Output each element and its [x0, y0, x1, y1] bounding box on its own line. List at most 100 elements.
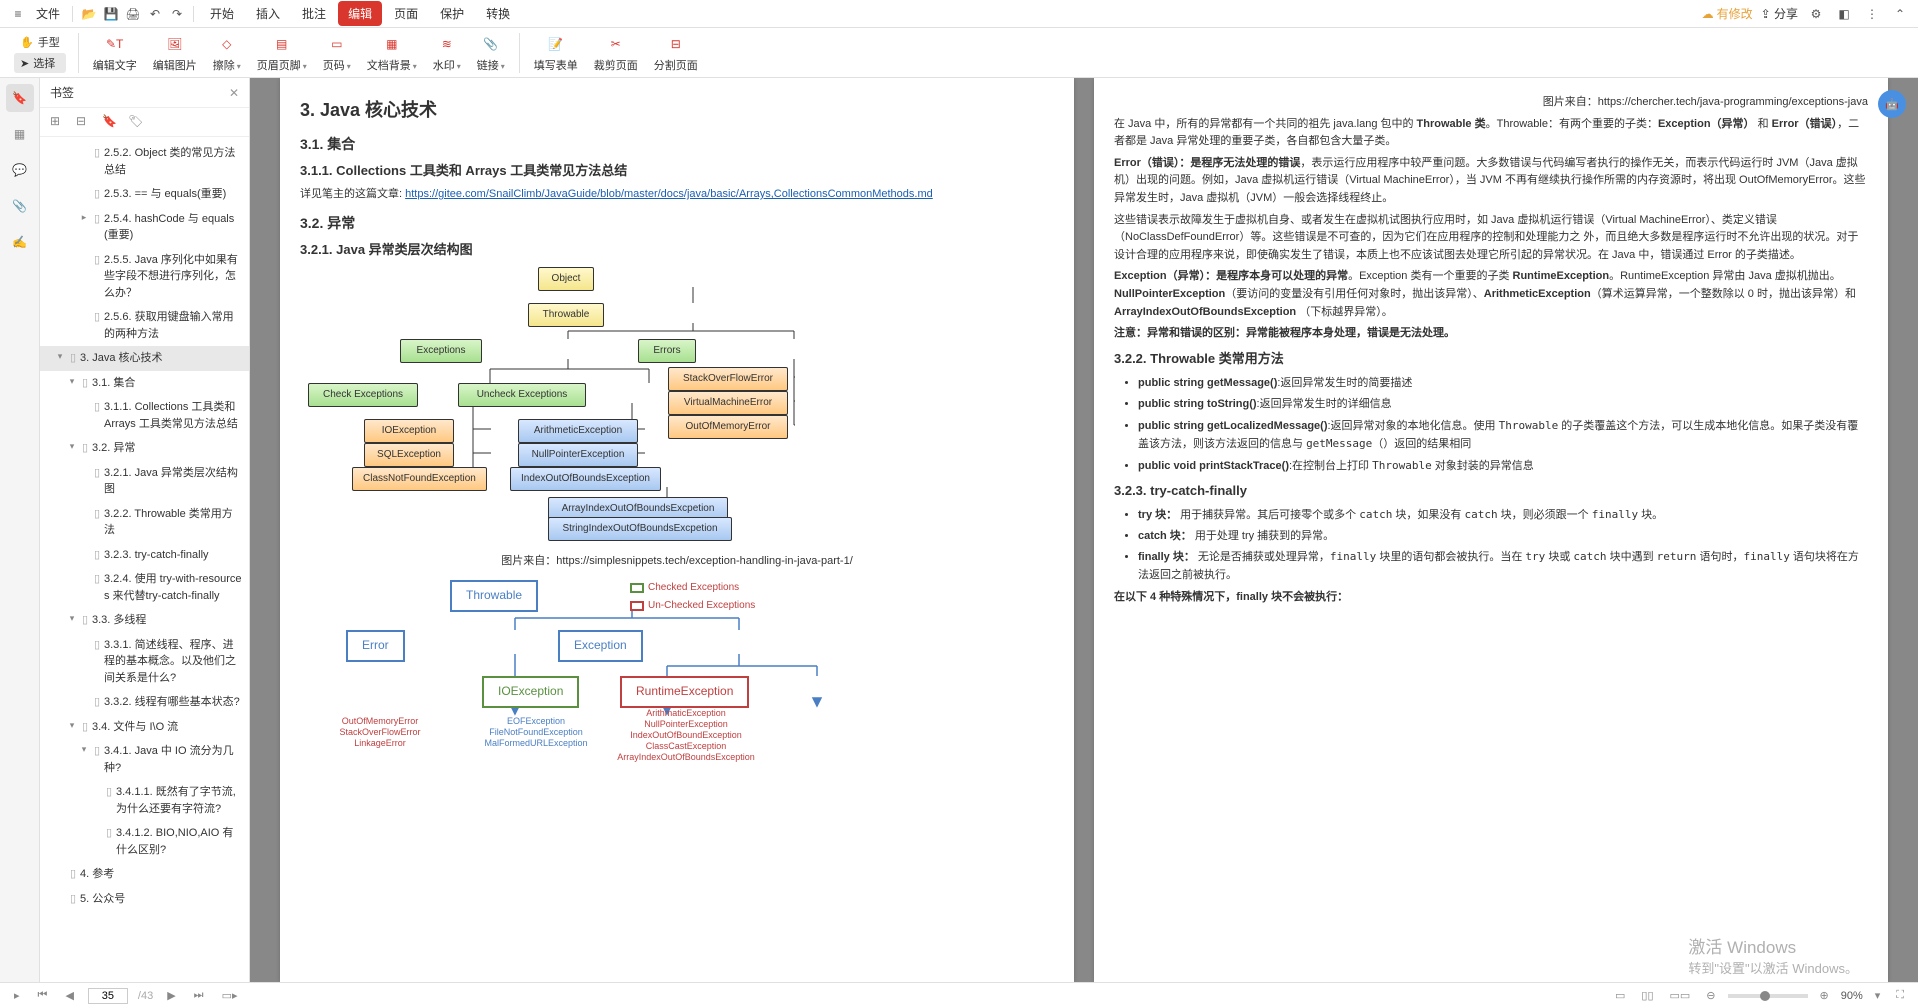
- expand-all-icon[interactable]: ⊞: [50, 114, 66, 130]
- share-button[interactable]: ⇪ 分享: [1761, 5, 1798, 22]
- prev-page-icon[interactable]: ◀: [61, 987, 77, 1004]
- fill-form-button[interactable]: 📝填写表单: [526, 31, 586, 75]
- heading-exception-hierarchy: 3.2.1. Java 异常类层次结构图: [300, 240, 1054, 261]
- tab-page[interactable]: 页面: [384, 1, 428, 26]
- attachment-icon[interactable]: 📎: [6, 192, 34, 220]
- print-icon[interactable]: 🖨: [123, 4, 143, 24]
- tree-item[interactable]: ▯3.4.1.1. 既然有了字节流,为什么还要有字符流?: [40, 780, 249, 821]
- diagram-node: Errors: [638, 339, 696, 363]
- paragraph: 在以下 4 种特殊情况下，finally 块不会被执行：: [1114, 589, 1868, 607]
- zoom-value[interactable]: 90%: [1841, 990, 1863, 1002]
- save-icon[interactable]: 💾: [101, 4, 121, 24]
- tab-annotate[interactable]: 批注: [292, 1, 336, 26]
- tree-item[interactable]: ▯3.2.2. Throwable 类常用方法: [40, 502, 249, 543]
- hand-tool[interactable]: ✋ 手型: [14, 32, 66, 52]
- file-menu[interactable]: 文件: [30, 5, 66, 22]
- split-page-button[interactable]: ⊟分割页面: [646, 31, 706, 75]
- tree-item[interactable]: ▾▯3.1. 集合: [40, 371, 249, 396]
- tree-item[interactable]: ▯2.5.5. Java 序列化中如果有些字段不想进行序列化，怎么办？: [40, 248, 249, 306]
- caption-source: 图片来自：https://chercher.tech/java-programm…: [1114, 94, 1868, 112]
- tree-item[interactable]: ▯3.4.1.2. BIO,NIO,AIO 有什么区别?: [40, 821, 249, 862]
- redo-icon[interactable]: ↷: [167, 4, 187, 24]
- tab-convert[interactable]: 转换: [476, 1, 520, 26]
- zoom-slider[interactable]: [1728, 994, 1808, 998]
- signature-icon[interactable]: ✍: [6, 228, 34, 256]
- sidebar-toggle-icon[interactable]: ▸: [10, 987, 24, 1004]
- collapse-all-icon[interactable]: ⊟: [76, 114, 92, 130]
- close-icon[interactable]: ✕: [229, 86, 239, 100]
- header-footer-button[interactable]: ▤页眉页脚▾: [249, 31, 315, 75]
- layout-icon[interactable]: ▭▸: [218, 987, 242, 1004]
- link-gitee[interactable]: https://gitee.com/SnailClimb/JavaGuide/b…: [405, 188, 933, 200]
- document-area: 3. Java 核心技术 3.1. 集合 3.1.1. Collections …: [250, 78, 1918, 982]
- zoom-in-icon[interactable]: ⊕: [1816, 987, 1833, 1004]
- open-icon[interactable]: 📂: [79, 4, 99, 24]
- tree-item[interactable]: ▯3.3.2. 线程有哪些基本状态?: [40, 690, 249, 715]
- cloud-status[interactable]: ☁ 有修改: [1702, 5, 1753, 22]
- diagram-node: ArithmeticException: [518, 419, 638, 443]
- tree-item[interactable]: ▯3.1.1. Collections 工具类和 Arrays 工具类常见方法总…: [40, 395, 249, 436]
- select-tool[interactable]: ➤ 选择: [14, 53, 66, 73]
- undo-icon[interactable]: ↶: [145, 4, 165, 24]
- tab-start[interactable]: 开始: [200, 1, 244, 26]
- bookmark-list-icon[interactable]: 🏷: [128, 114, 144, 130]
- tree-item[interactable]: ▾▯3.3. 多线程: [40, 608, 249, 633]
- tree-item[interactable]: ▯3.2.1. Java 异常类层次结构图: [40, 461, 249, 502]
- tree-item[interactable]: ▾▯3.4. 文件与 I\O 流: [40, 715, 249, 740]
- paragraph: Error（错误）：是程序无法处理的错误，表示运行应用程序中较严重问题。大多数错…: [1114, 155, 1868, 208]
- crop-page-button[interactable]: ✂裁剪页面: [586, 31, 646, 75]
- tree-item[interactable]: ▯3.2.4. 使用 try-with-resources 来代替try-cat…: [40, 567, 249, 608]
- tab-edit[interactable]: 编辑: [338, 1, 382, 26]
- heading-collections-util: 3.1.1. Collections 工具类和 Arrays 工具类常见方法总结: [300, 161, 1054, 182]
- watermark-button[interactable]: ≋水印▾: [425, 31, 469, 75]
- first-page-icon[interactable]: ⏮: [34, 987, 52, 1004]
- tree-item[interactable]: ▯4. 参考: [40, 862, 249, 887]
- paragraph: 在 Java 中，所有的异常都有一个共同的祖先 java.lang 包中的 Th…: [1114, 116, 1868, 151]
- erase-button[interactable]: ◇擦除▾: [205, 31, 249, 75]
- edit-text-button[interactable]: ✎T编辑文字: [85, 31, 145, 75]
- zoom-out-icon[interactable]: ⊖: [1702, 987, 1719, 1004]
- doc-bg-button[interactable]: ▦文档背景▾: [359, 31, 425, 75]
- more-icon[interactable]: ⋮: [1862, 4, 1882, 24]
- settings-icon[interactable]: ⚙: [1806, 4, 1826, 24]
- two-page-icon[interactable]: ▭▭: [1666, 987, 1695, 1004]
- next-page-icon[interactable]: ▶: [163, 987, 179, 1004]
- continuous-page-icon[interactable]: ▯▯: [1637, 987, 1657, 1004]
- single-page-icon[interactable]: ▭: [1611, 987, 1629, 1004]
- page-number-button[interactable]: ▭页码▾: [315, 31, 359, 75]
- edit-image-button[interactable]: 🖼编辑图片: [145, 31, 205, 75]
- tab-protect[interactable]: 保护: [430, 1, 474, 26]
- diagram-node: StackOverFlowError: [668, 367, 788, 391]
- d2-rt-list: ArithmaticException NullPointerException…: [616, 708, 756, 762]
- link-button[interactable]: 📎链接▾: [469, 31, 513, 75]
- tree-item[interactable]: ▾▯3. Java 核心技术: [40, 346, 249, 371]
- comment-icon[interactable]: 💬: [6, 156, 34, 184]
- tree-item[interactable]: ▾▯3.2. 异常: [40, 436, 249, 461]
- hamburger-icon[interactable]: ≡: [8, 4, 28, 24]
- tab-insert[interactable]: 插入: [246, 1, 290, 26]
- menubar: ≡ 文件 📂 💾 🖨 ↶ ↷ 开始 插入 批注 编辑 页面 保护 转换 ☁ 有修…: [0, 0, 1918, 28]
- assistant-float-button[interactable]: 🤖: [1878, 90, 1906, 118]
- tree-item[interactable]: ▾▯3.4.1. Java 中 IO 流分为几种?: [40, 739, 249, 780]
- tree-item[interactable]: ▯3.2.3. try-catch-finally: [40, 543, 249, 568]
- tree-item[interactable]: ▯5. 公众号: [40, 887, 249, 912]
- zoom-dropdown-icon[interactable]: ▾: [1871, 987, 1885, 1004]
- fullscreen-icon[interactable]: ⛶: [1892, 987, 1908, 1004]
- diagram-node: IndexOutOfBoundsException: [510, 467, 661, 491]
- tree-item[interactable]: ▯2.5.2. Object 类的常见方法总结: [40, 141, 249, 182]
- skin-icon[interactable]: ◧: [1834, 4, 1854, 24]
- bookmark-panel: 书签 ✕ ⊞ ⊟ 🔖 🏷 ▯2.5.2. Object 类的常见方法总结▯2.5…: [40, 78, 250, 982]
- collapse-icon[interactable]: ⌃: [1890, 4, 1910, 24]
- page-input[interactable]: [88, 988, 128, 1004]
- tree-item[interactable]: ▯3.3.1. 简述线程、程序、进程的基本概念。以及他们之间关系是什么?: [40, 633, 249, 691]
- add-bookmark-icon[interactable]: 🔖: [102, 114, 118, 130]
- last-page-icon[interactable]: ⏭: [190, 987, 208, 1004]
- diagram-node: Throwable: [528, 303, 604, 327]
- tree-item[interactable]: ▯2.5.6. 获取用键盘输入常用的两种方法: [40, 305, 249, 346]
- try-catch-list: try 块： 用于捕获异常。其后可接零个或多个 catch 块，如果没有 cat…: [1114, 506, 1868, 584]
- bookmark-icon[interactable]: 🔖: [6, 84, 34, 112]
- thumbnail-icon[interactable]: ▦: [6, 120, 34, 148]
- tree-item[interactable]: ▯2.5.3. == 与 equals(重要): [40, 182, 249, 207]
- tree-item[interactable]: ▸▯2.5.4. hashCode 与 equals (重要): [40, 207, 249, 248]
- page-total: /43: [138, 990, 153, 1002]
